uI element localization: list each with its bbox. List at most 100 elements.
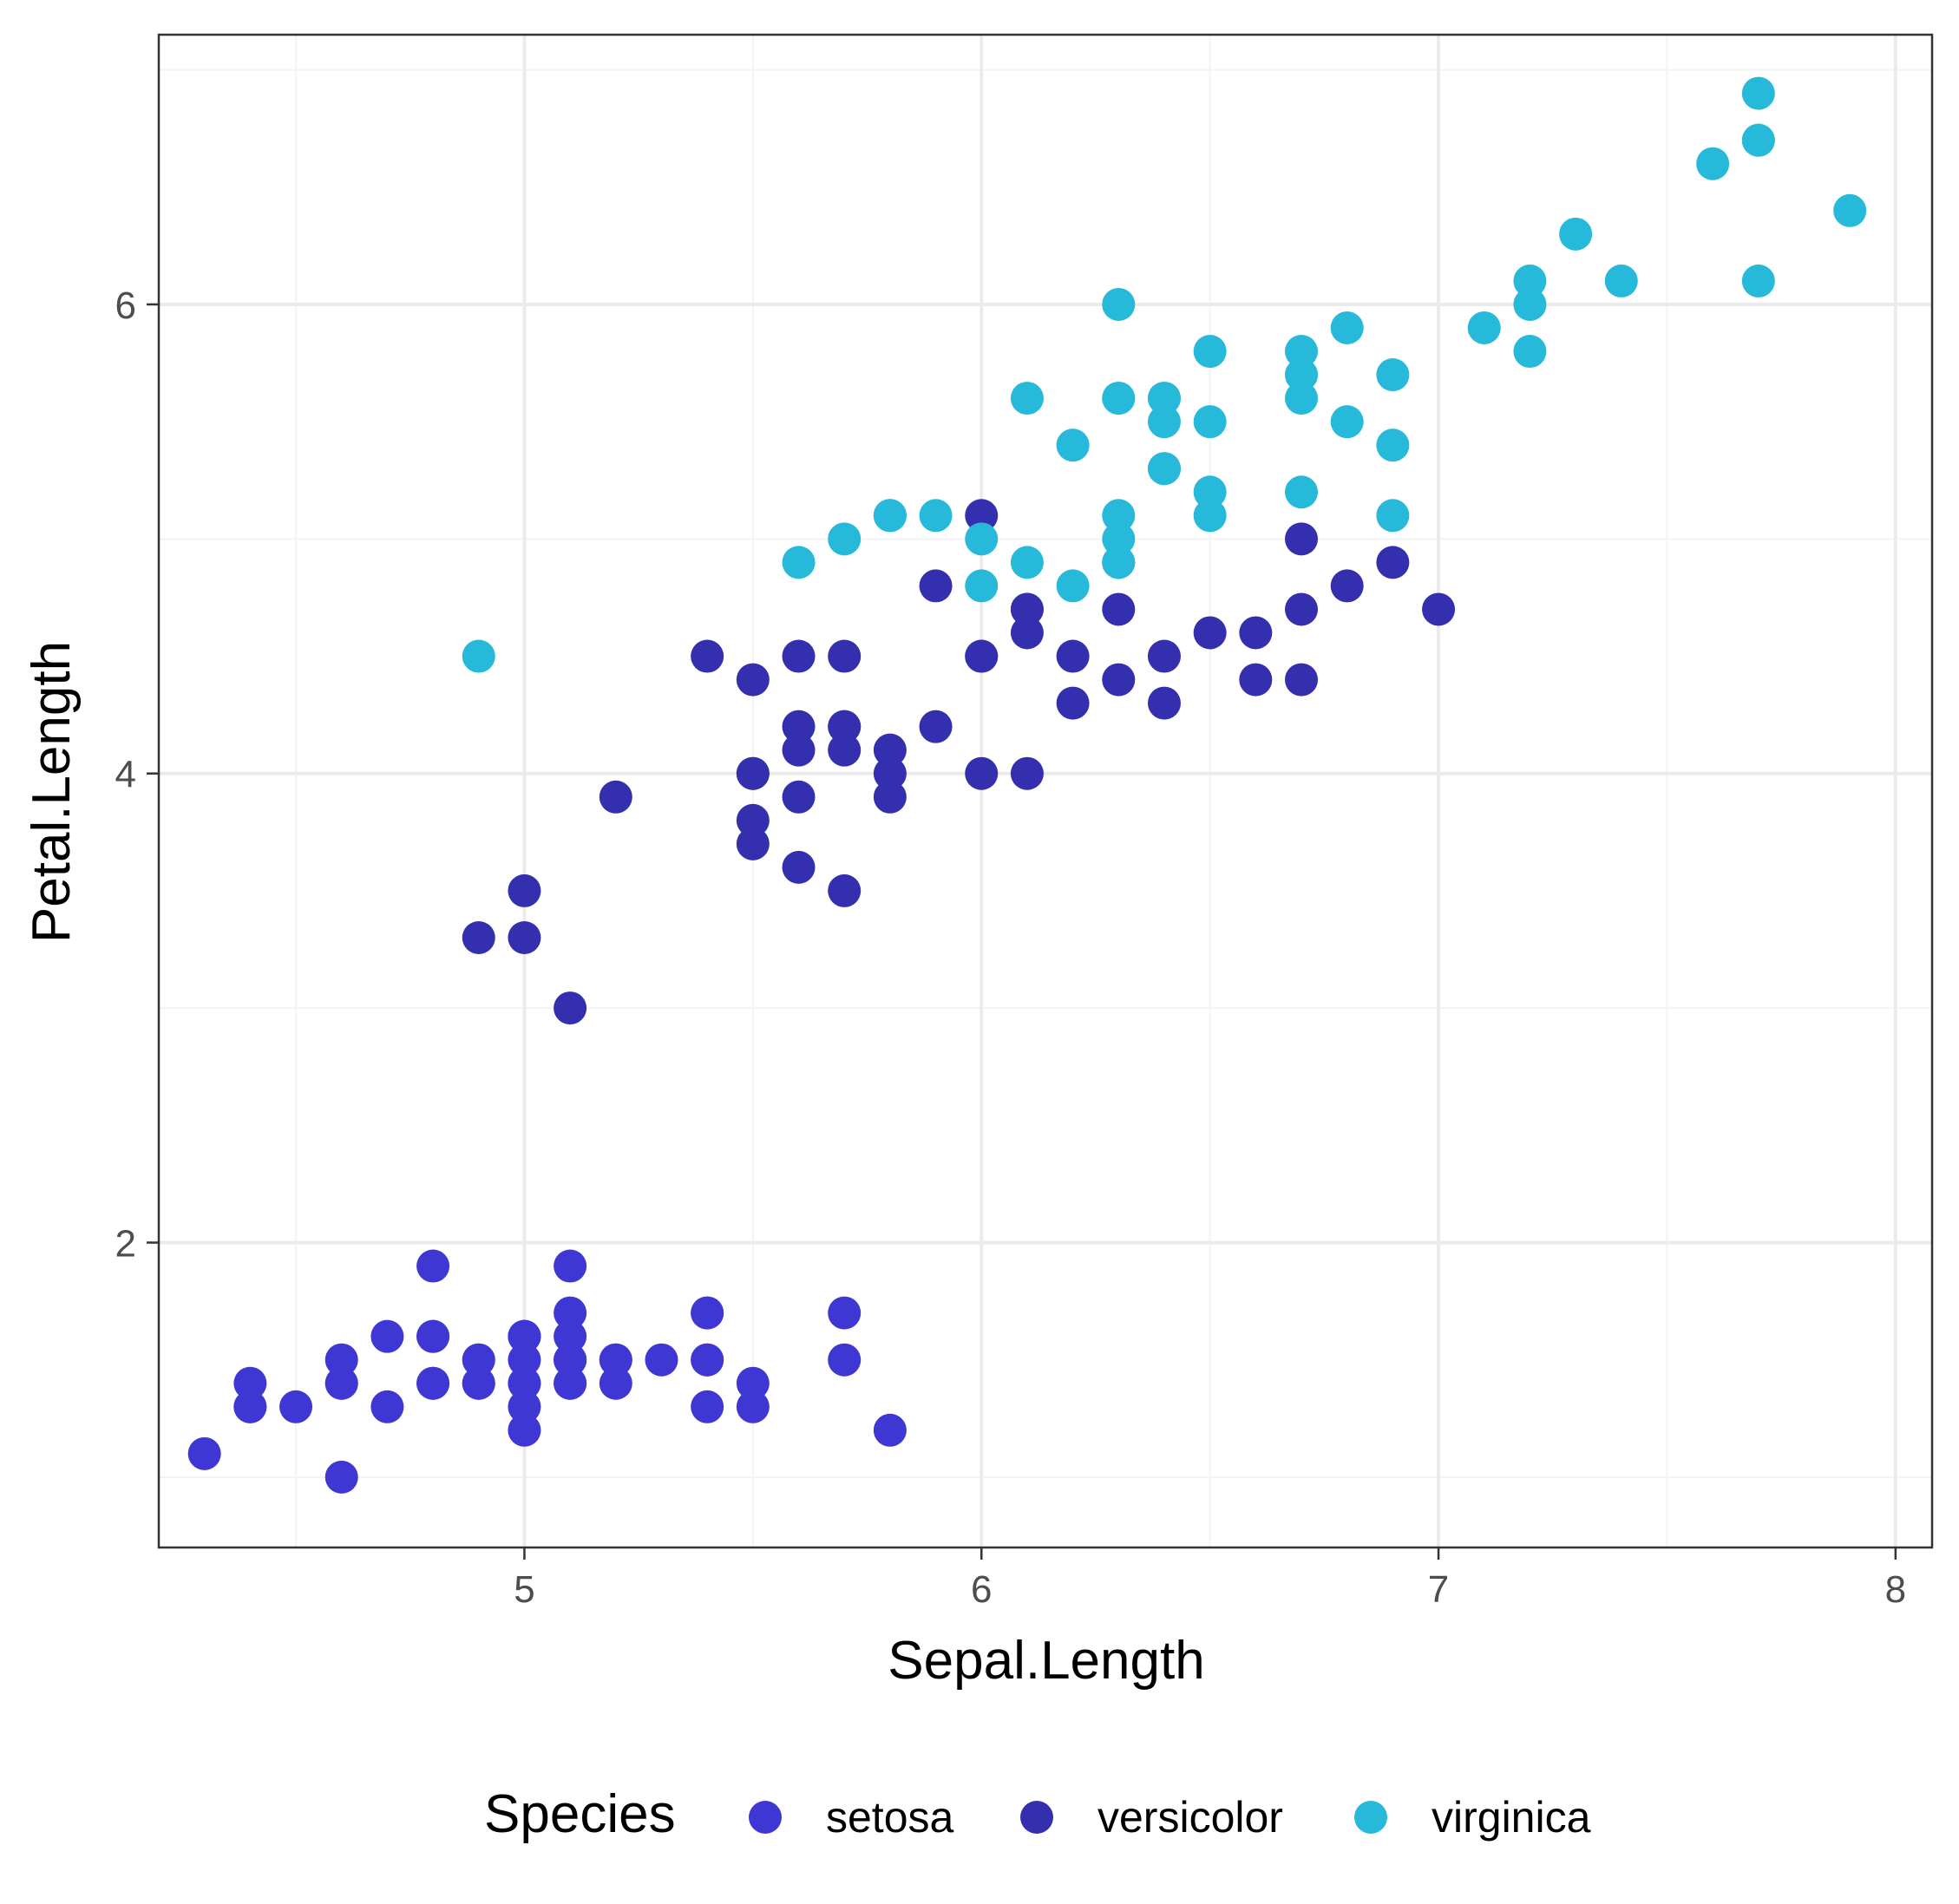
data-points: [187, 76, 1867, 1494]
data-point-versicolor: [873, 756, 907, 790]
data-point-versicolor: [1285, 663, 1319, 697]
data-point-virginica: [1376, 429, 1410, 462]
legend-key-setosa: [749, 1801, 782, 1834]
data-point-versicolor: [919, 569, 953, 603]
data-point-setosa: [233, 1390, 267, 1423]
data-point-virginica: [462, 639, 495, 673]
data-point-virginica: [1193, 405, 1227, 439]
data-point-setosa: [736, 1390, 770, 1423]
data-point-setosa: [554, 1343, 587, 1377]
data-point-versicolor: [828, 639, 862, 673]
data-point-setosa: [508, 1319, 541, 1353]
data-point-virginica: [1741, 123, 1775, 157]
data-point-virginica: [828, 522, 862, 556]
data-point-versicolor: [508, 920, 541, 954]
data-point-virginica: [1102, 499, 1136, 533]
data-point-virginica: [965, 522, 999, 556]
data-point-virginica: [1147, 452, 1181, 486]
data-point-setosa: [508, 1413, 541, 1447]
data-point-versicolor: [691, 639, 724, 673]
data-point-setosa: [324, 1366, 358, 1400]
data-point-versicolor: [1376, 546, 1410, 579]
data-point-virginica: [1604, 264, 1638, 298]
data-point-versicolor: [1330, 569, 1364, 603]
legend-label-virginica: virginica: [1432, 1793, 1591, 1842]
data-point-virginica: [1193, 475, 1227, 509]
legend-label-versicolor: versicolor: [1097, 1793, 1283, 1842]
data-point-setosa: [279, 1390, 313, 1423]
data-point-versicolor: [782, 733, 816, 767]
data-point-versicolor: [965, 499, 999, 533]
data-point-virginica: [1010, 382, 1044, 415]
legend-title: Species: [484, 1784, 676, 1844]
data-point-versicolor: [1056, 639, 1090, 673]
data-point-setosa: [416, 1319, 450, 1353]
data-point-setosa: [554, 1319, 587, 1353]
data-point-versicolor: [873, 780, 907, 814]
data-point-setosa: [324, 1460, 358, 1494]
data-point-virginica: [1056, 569, 1090, 603]
y-tick-label: 4: [115, 754, 136, 796]
data-point-virginica: [1513, 335, 1547, 369]
data-point-versicolor: [1285, 592, 1319, 626]
data-point-setosa: [233, 1366, 267, 1400]
data-point-setosa: [554, 1366, 587, 1400]
data-point-virginica: [1147, 405, 1181, 439]
data-point-versicolor: [782, 710, 816, 743]
data-point-virginica: [1010, 546, 1044, 579]
data-point-setosa: [554, 1296, 587, 1330]
data-point-setosa: [416, 1249, 450, 1283]
data-point-virginica: [1056, 429, 1090, 462]
data-point-setosa: [370, 1319, 404, 1353]
data-point-versicolor: [1239, 663, 1273, 697]
data-point-versicolor: [1239, 616, 1273, 650]
data-point-setosa: [736, 1366, 770, 1400]
panel-border: [157, 33, 1934, 1549]
data-point-setosa: [828, 1343, 862, 1377]
data-point-versicolor: [919, 710, 953, 743]
data-point-setosa: [370, 1390, 404, 1423]
data-point-versicolor: [736, 827, 770, 860]
data-point-virginica: [873, 499, 907, 533]
data-point-virginica: [1285, 475, 1319, 509]
data-point-virginica: [1513, 264, 1547, 298]
x-tick-label: 5: [514, 1568, 534, 1611]
data-point-virginica: [1102, 382, 1136, 415]
legend-key-virginica: [1354, 1801, 1387, 1834]
data-point-versicolor: [462, 920, 495, 954]
axis-ticks: 5 6 7 8 2 4 6: [115, 285, 1907, 1611]
data-point-virginica: [1285, 335, 1319, 369]
data-point-virginica: [1741, 76, 1775, 110]
data-point-versicolor: [828, 733, 862, 767]
data-point-versicolor: [1422, 592, 1456, 626]
data-point-setosa: [873, 1413, 907, 1447]
data-point-versicolor: [554, 991, 587, 1025]
data-point-virginica: [1193, 499, 1227, 533]
data-point-setosa: [828, 1296, 862, 1330]
data-point-setosa: [324, 1343, 358, 1377]
x-tick-label: 8: [1885, 1568, 1906, 1611]
data-point-virginica: [1102, 522, 1136, 556]
data-point-virginica: [1102, 287, 1136, 321]
y-tick-label: 6: [115, 285, 136, 327]
data-point-versicolor: [828, 873, 862, 907]
data-point-setosa: [691, 1343, 724, 1377]
data-point-virginica: [1513, 287, 1547, 321]
data-point-setosa: [645, 1343, 678, 1377]
data-point-versicolor: [1056, 686, 1090, 720]
y-axis-title: Petal.Length: [22, 641, 82, 943]
data-point-virginica: [1696, 147, 1730, 180]
legend-label-setosa: setosa: [826, 1793, 954, 1842]
y-tick-label: 2: [115, 1222, 136, 1265]
data-point-setosa: [599, 1343, 632, 1377]
data-point-versicolor: [1147, 686, 1181, 720]
data-point-setosa: [187, 1436, 221, 1470]
data-point-versicolor: [1193, 616, 1227, 650]
legend: Species setosa versicolor virginica: [484, 1784, 1591, 1844]
data-point-versicolor: [1010, 756, 1044, 790]
data-point-virginica: [1147, 382, 1181, 415]
data-point-versicolor: [736, 663, 770, 697]
data-point-virginica: [1741, 264, 1775, 298]
